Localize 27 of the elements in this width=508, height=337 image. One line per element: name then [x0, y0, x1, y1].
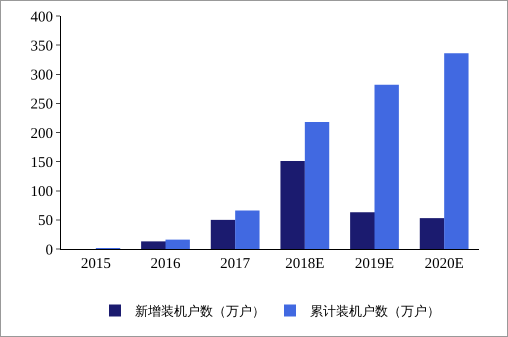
bar — [420, 218, 444, 249]
bar — [374, 84, 399, 249]
bar — [141, 241, 166, 249]
bar — [304, 122, 330, 249]
x-tick-label: 2016 — [150, 256, 181, 272]
bar — [444, 53, 469, 249]
y-tick-label: 50 — [38, 213, 53, 230]
y-tick-label: 300 — [30, 68, 53, 84]
bar — [280, 161, 305, 249]
bar — [235, 210, 260, 249]
y-tick-label: 0 — [46, 242, 53, 258]
legend-label: 累计装机户数（万户） — [310, 304, 440, 320]
y-tick-label: 250 — [30, 96, 53, 113]
y-tick-label: 200 — [30, 126, 53, 142]
y-tick-label: 400 — [30, 9, 53, 26]
y-tick-label: 100 — [30, 184, 53, 200]
legend-label: 新增装机户数（万户） — [135, 304, 265, 320]
x-tick-label: 2019E — [354, 256, 394, 272]
x-tick-label: 2018E — [285, 256, 324, 272]
x-tick-label: 2020E — [424, 256, 464, 272]
bar — [166, 240, 190, 249]
bar — [350, 212, 374, 249]
y-tick-label: 350 — [30, 38, 53, 54]
x-tick-label: 2015 — [80, 256, 111, 272]
y-tick-label: 150 — [30, 154, 53, 171]
x-tick-label: 2017 — [220, 256, 251, 272]
bar — [210, 220, 236, 249]
